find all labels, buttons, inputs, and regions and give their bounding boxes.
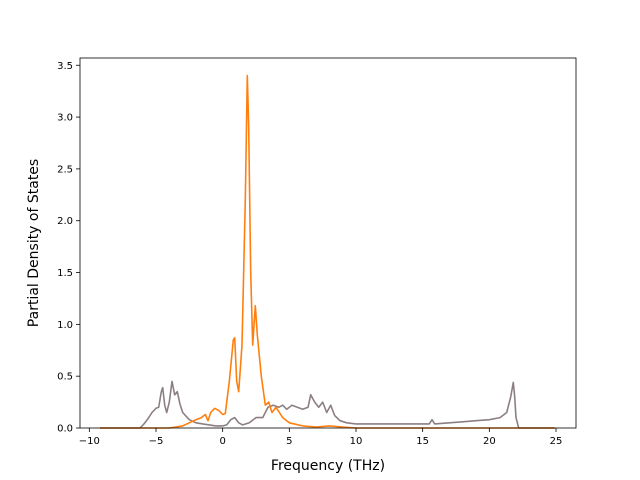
y-axis-ticks: 0.0 0.5 1.0 1.5 2.0 2.5 3.0 3.5 xyxy=(57,61,80,435)
y-tick-label: 3.5 xyxy=(57,61,73,72)
y-tick-label: 3.0 xyxy=(57,113,73,124)
x-tick-label: 10 xyxy=(350,436,363,447)
x-tick-label: 0 xyxy=(219,436,225,447)
series-line-2 xyxy=(100,74,555,429)
x-tick-label: −5 xyxy=(149,436,164,447)
y-tick-label: 0.0 xyxy=(57,424,73,435)
y-tick-label: 1.0 xyxy=(57,320,73,331)
y-tick-label: 1.5 xyxy=(57,268,73,279)
y-tick-label: 2.5 xyxy=(57,164,73,175)
plot-area-frame xyxy=(79,57,577,429)
x-tick-label: −10 xyxy=(79,436,100,447)
x-tick-label: 20 xyxy=(483,436,496,447)
x-axis-ticks: −10 −5 0 5 10 15 20 25 xyxy=(79,428,563,447)
series-line-1 xyxy=(100,380,555,429)
x-axis-label: Frequency (THz) xyxy=(271,458,385,474)
series-lines xyxy=(100,74,555,429)
x-tick-label: 25 xyxy=(550,436,563,447)
x-tick-label: 5 xyxy=(286,436,292,447)
y-tick-label: 2.0 xyxy=(57,216,73,227)
y-axis-label: Partial Density of States xyxy=(26,159,42,327)
x-tick-label: 15 xyxy=(416,436,429,447)
y-tick-label: 0.5 xyxy=(57,372,73,383)
